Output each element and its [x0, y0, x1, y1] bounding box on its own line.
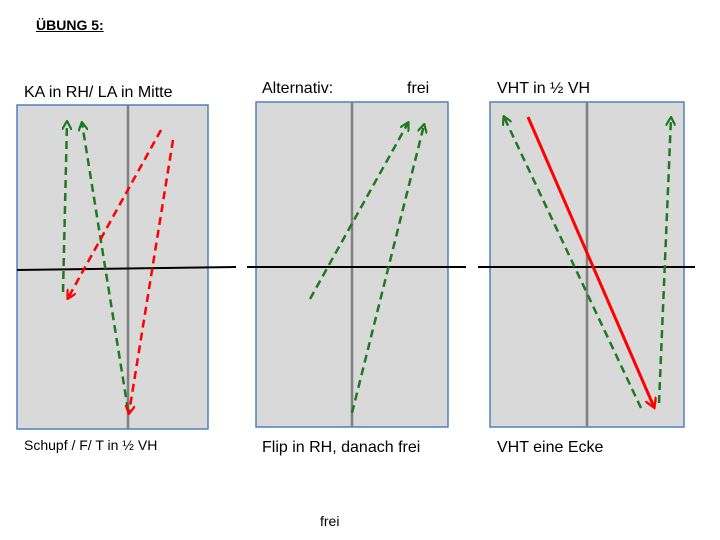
panel-1-bottom-label: Schupf / F/ T in ½ VH	[24, 437, 158, 453]
panel-1-top-label: KA in RH/ LA in Mitte	[24, 84, 173, 101]
panel-2-table	[247, 101, 466, 428]
panel-1-table	[16, 104, 237, 430]
panel-2-top-label-left: Alternativ:	[262, 80, 334, 97]
panel-1-green-arrow-1	[61, 122, 67, 293]
panel-2-top-label-right: frei	[407, 80, 430, 97]
panel-3-bottom-label: VHT eine Ecke	[497, 439, 604, 456]
panel-2-green-arrow-1	[308, 123, 408, 300]
page-title: ÜBUNG 5:	[36, 17, 104, 33]
panel-3-green-arrow-2	[657, 118, 671, 404]
panel-1-red-arrow-2	[129, 139, 175, 413]
panel-3-top-label: VHT in ½ VH	[497, 80, 591, 97]
panel-3-green-arrow-1	[504, 117, 643, 409]
panel-3-table	[478, 101, 695, 428]
panel-3-red-arrow	[526, 116, 654, 407]
panel-2-green-arrow-2	[350, 125, 424, 414]
footer-label: frei	[320, 513, 340, 529]
panel-1-red-arrow-1	[68, 129, 163, 298]
panel-1-net	[16, 266, 237, 271]
panel-1-green-arrow-2	[82, 123, 130, 411]
panel-2-bottom-label: Flip in RH, danach frei	[262, 439, 421, 456]
